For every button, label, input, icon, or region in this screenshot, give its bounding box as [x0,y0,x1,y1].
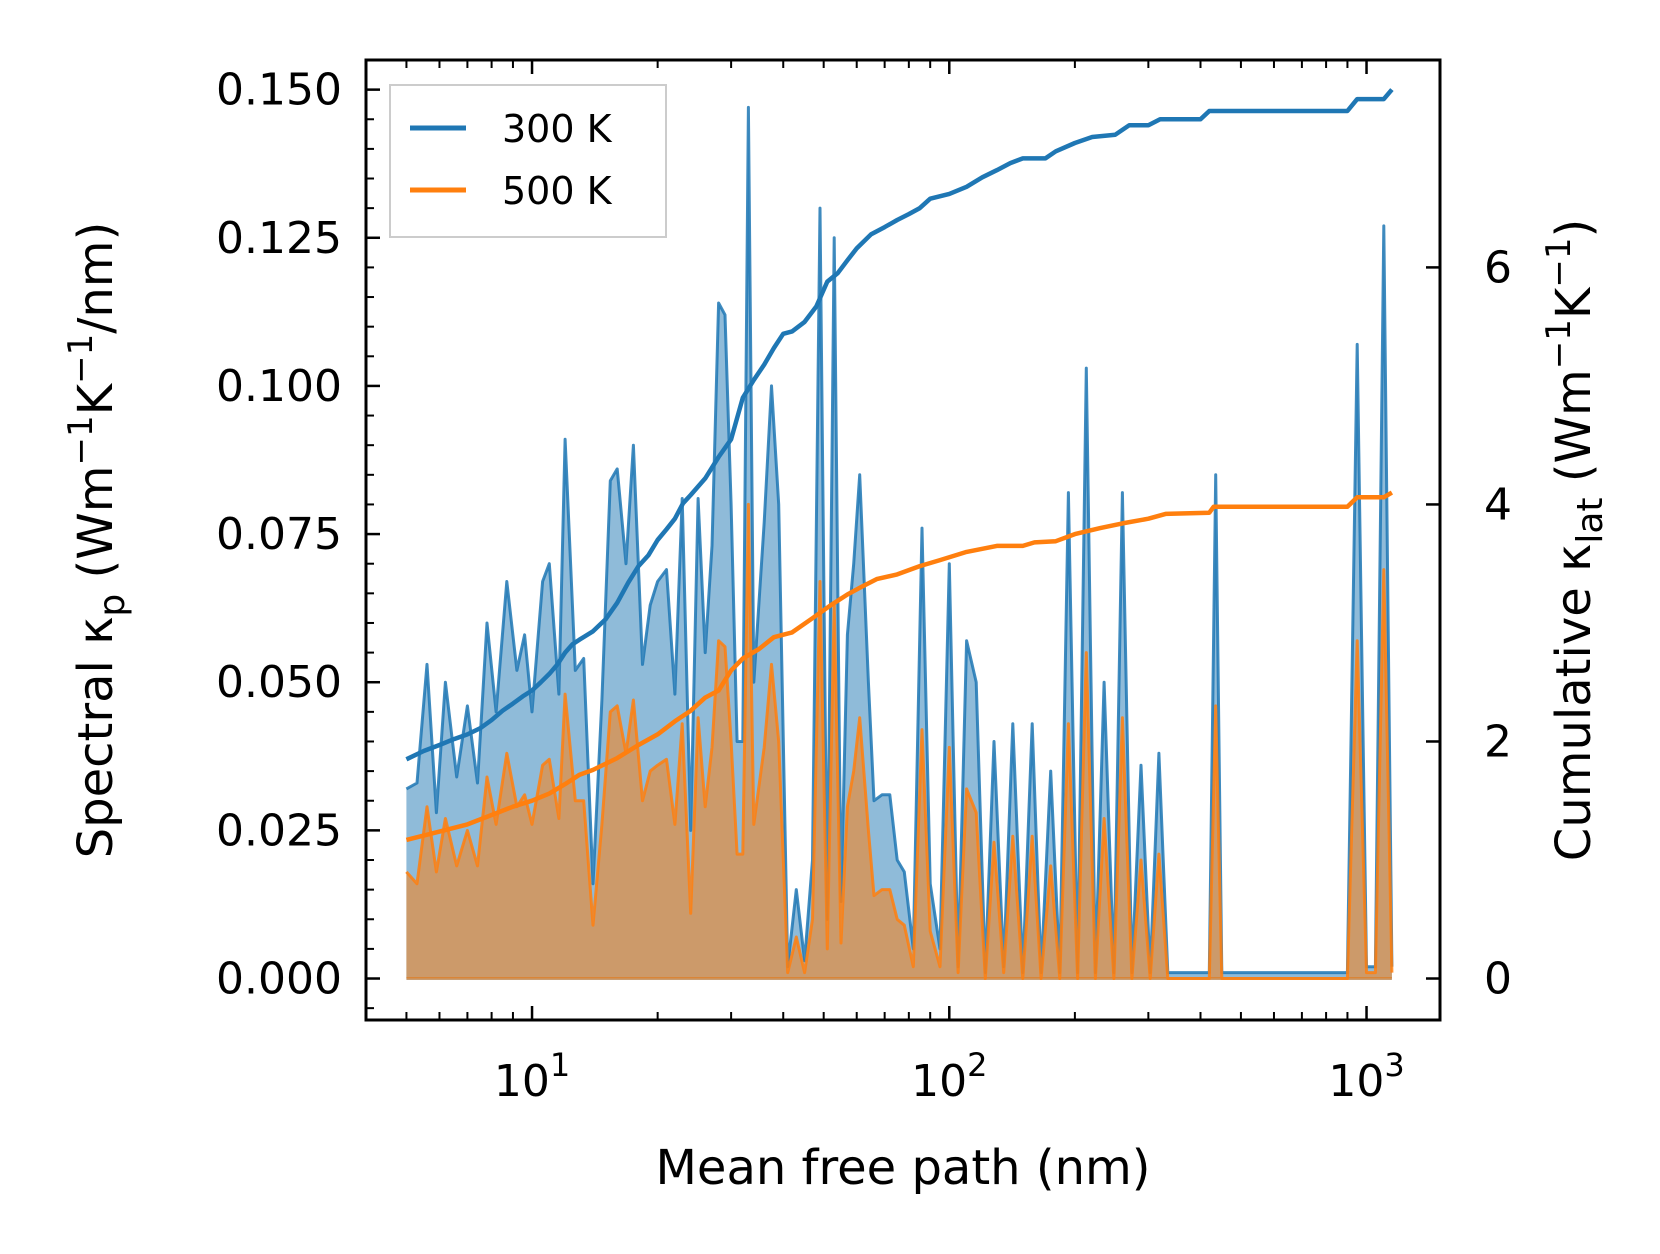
y-tick-label: 0.050 [216,657,342,708]
spectral-fill-300k [406,107,1392,979]
y-axis-label: Spectral κp (Wm−1K−1/nm) [61,222,133,859]
y-tick-label: 0.025 [216,805,342,856]
plot-frame [364,58,1442,1022]
series-lines [405,88,1394,843]
spectral-line-500k [405,502,1394,980]
legend-box [389,84,667,238]
y-tick-label: 0.150 [216,65,342,116]
x-tick-label: 103 [1328,1046,1404,1107]
legend-label-300k: 300 K [502,107,613,151]
spectral-fill-500k [406,504,1392,979]
y2-tick-label: 4 [1484,479,1512,530]
y-tick-label: 0.000 [216,954,342,1005]
legend: 300 K 500 K [389,84,667,238]
spectral-line-300k [405,105,1394,975]
x-tick-label: 102 [911,1046,987,1107]
y2-tick-label: 2 [1484,716,1512,767]
y-tick-label: 0.100 [216,361,342,412]
x-axis-label: Mean free path (nm) [656,1140,1151,1196]
axis-ticks: 101 102 103 0.000 0.025 0.050 0.075 0.100 0.125 0… [216,60,1512,1107]
y2-tick-label: 6 [1484,242,1512,293]
y-tick-label: 0.125 [216,213,342,264]
y2-axis-label: Cumulative κlat (Wm−1K−1) [1539,219,1611,861]
legend-label-500k: 500 K [502,169,613,213]
cumulative-line-500k [405,490,1394,843]
y-tick-label: 0.075 [216,509,342,560]
spectral-fills [405,105,1394,981]
y2-tick-label: 0 [1484,954,1512,1005]
cumulative-line-300k [405,88,1394,762]
x-tick-label: 101 [494,1046,570,1107]
